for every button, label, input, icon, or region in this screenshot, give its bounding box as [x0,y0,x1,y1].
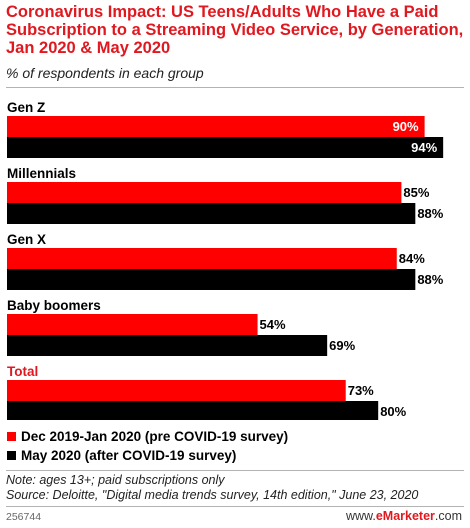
chart-id: 256744 [6,511,42,523]
value-label-baby-boomers-series-0: 54% [260,317,286,332]
brand-link[interactable]: www.eMarketer.com [346,509,462,523]
legend-label-pre-covid: Dec 2019-Jan 2020 (pre COVID-19 survey) [21,429,289,444]
legend-label-after-covid: May 2020 (after COVID-19 survey) [21,448,237,463]
footer-divider-top [6,470,464,471]
legend-item-pre-covid: Dec 2019-Jan 2020 (pre COVID-19 survey) [7,429,288,444]
category-label-gen-z: Gen Z [7,100,45,115]
legend-item-after-covid: May 2020 (after COVID-19 survey) [7,448,236,463]
footnotes: Note: ages 13+; paid subscriptions only … [6,473,466,503]
source-text: Source: Deloitte, "Digital media trends … [6,488,419,502]
value-label-total-series-1: 80% [380,404,406,419]
category-label-total: Total [7,364,38,379]
brand-suffix: .com [434,509,462,523]
value-label-total-series-0: 73% [348,383,374,398]
bar-baby-boomers-series-0 [7,314,258,335]
value-label-gen-z-series-0: 90% [393,119,419,134]
brand-name: eMarketer [375,509,435,523]
category-label-baby-boomers: Baby boomers [7,298,101,313]
note-text: Note: ages 13+; paid subscriptions only [6,473,225,487]
category-label-millennials: Millennials [7,166,76,181]
value-label-gen-z-series-1: 94% [411,140,437,155]
category-label-gen-x: Gen X [7,232,46,247]
value-label-baby-boomers-series-1: 69% [329,338,355,353]
bar-gen-x-series-0 [7,248,397,269]
footer-divider-bottom [6,506,464,507]
legend-swatch-pre-covid [7,432,16,441]
value-label-millennials-series-0: 85% [403,185,429,200]
value-label-millennials-series-1: 88% [417,206,443,221]
bar-plot: Gen Z 90% 94% Millennials 85% 88% Gen X 84% 88% B… [7,100,444,420]
bar-gen-x-series-1 [7,269,416,290]
value-label-gen-x-series-1: 88% [417,272,443,287]
legend-swatch-after-covid [7,451,16,460]
brand-prefix: www. [345,509,376,523]
header-divider [6,87,464,88]
chart-subtitle: % of respondents in each group [6,65,204,81]
bar-total-series-1 [7,401,379,420]
bar-baby-boomers-series-1 [7,335,328,356]
bar-millennials-series-1 [7,203,416,224]
bar-total-series-0 [7,380,346,401]
chart-title: Coronavirus Impact: US Teens/Adults Who … [6,3,464,57]
bar-gen-z-series-0 [7,116,425,137]
bar-gen-z-series-1 [7,137,444,158]
value-label-gen-x-series-0: 84% [399,251,425,266]
bar-millennials-series-0 [7,182,402,203]
